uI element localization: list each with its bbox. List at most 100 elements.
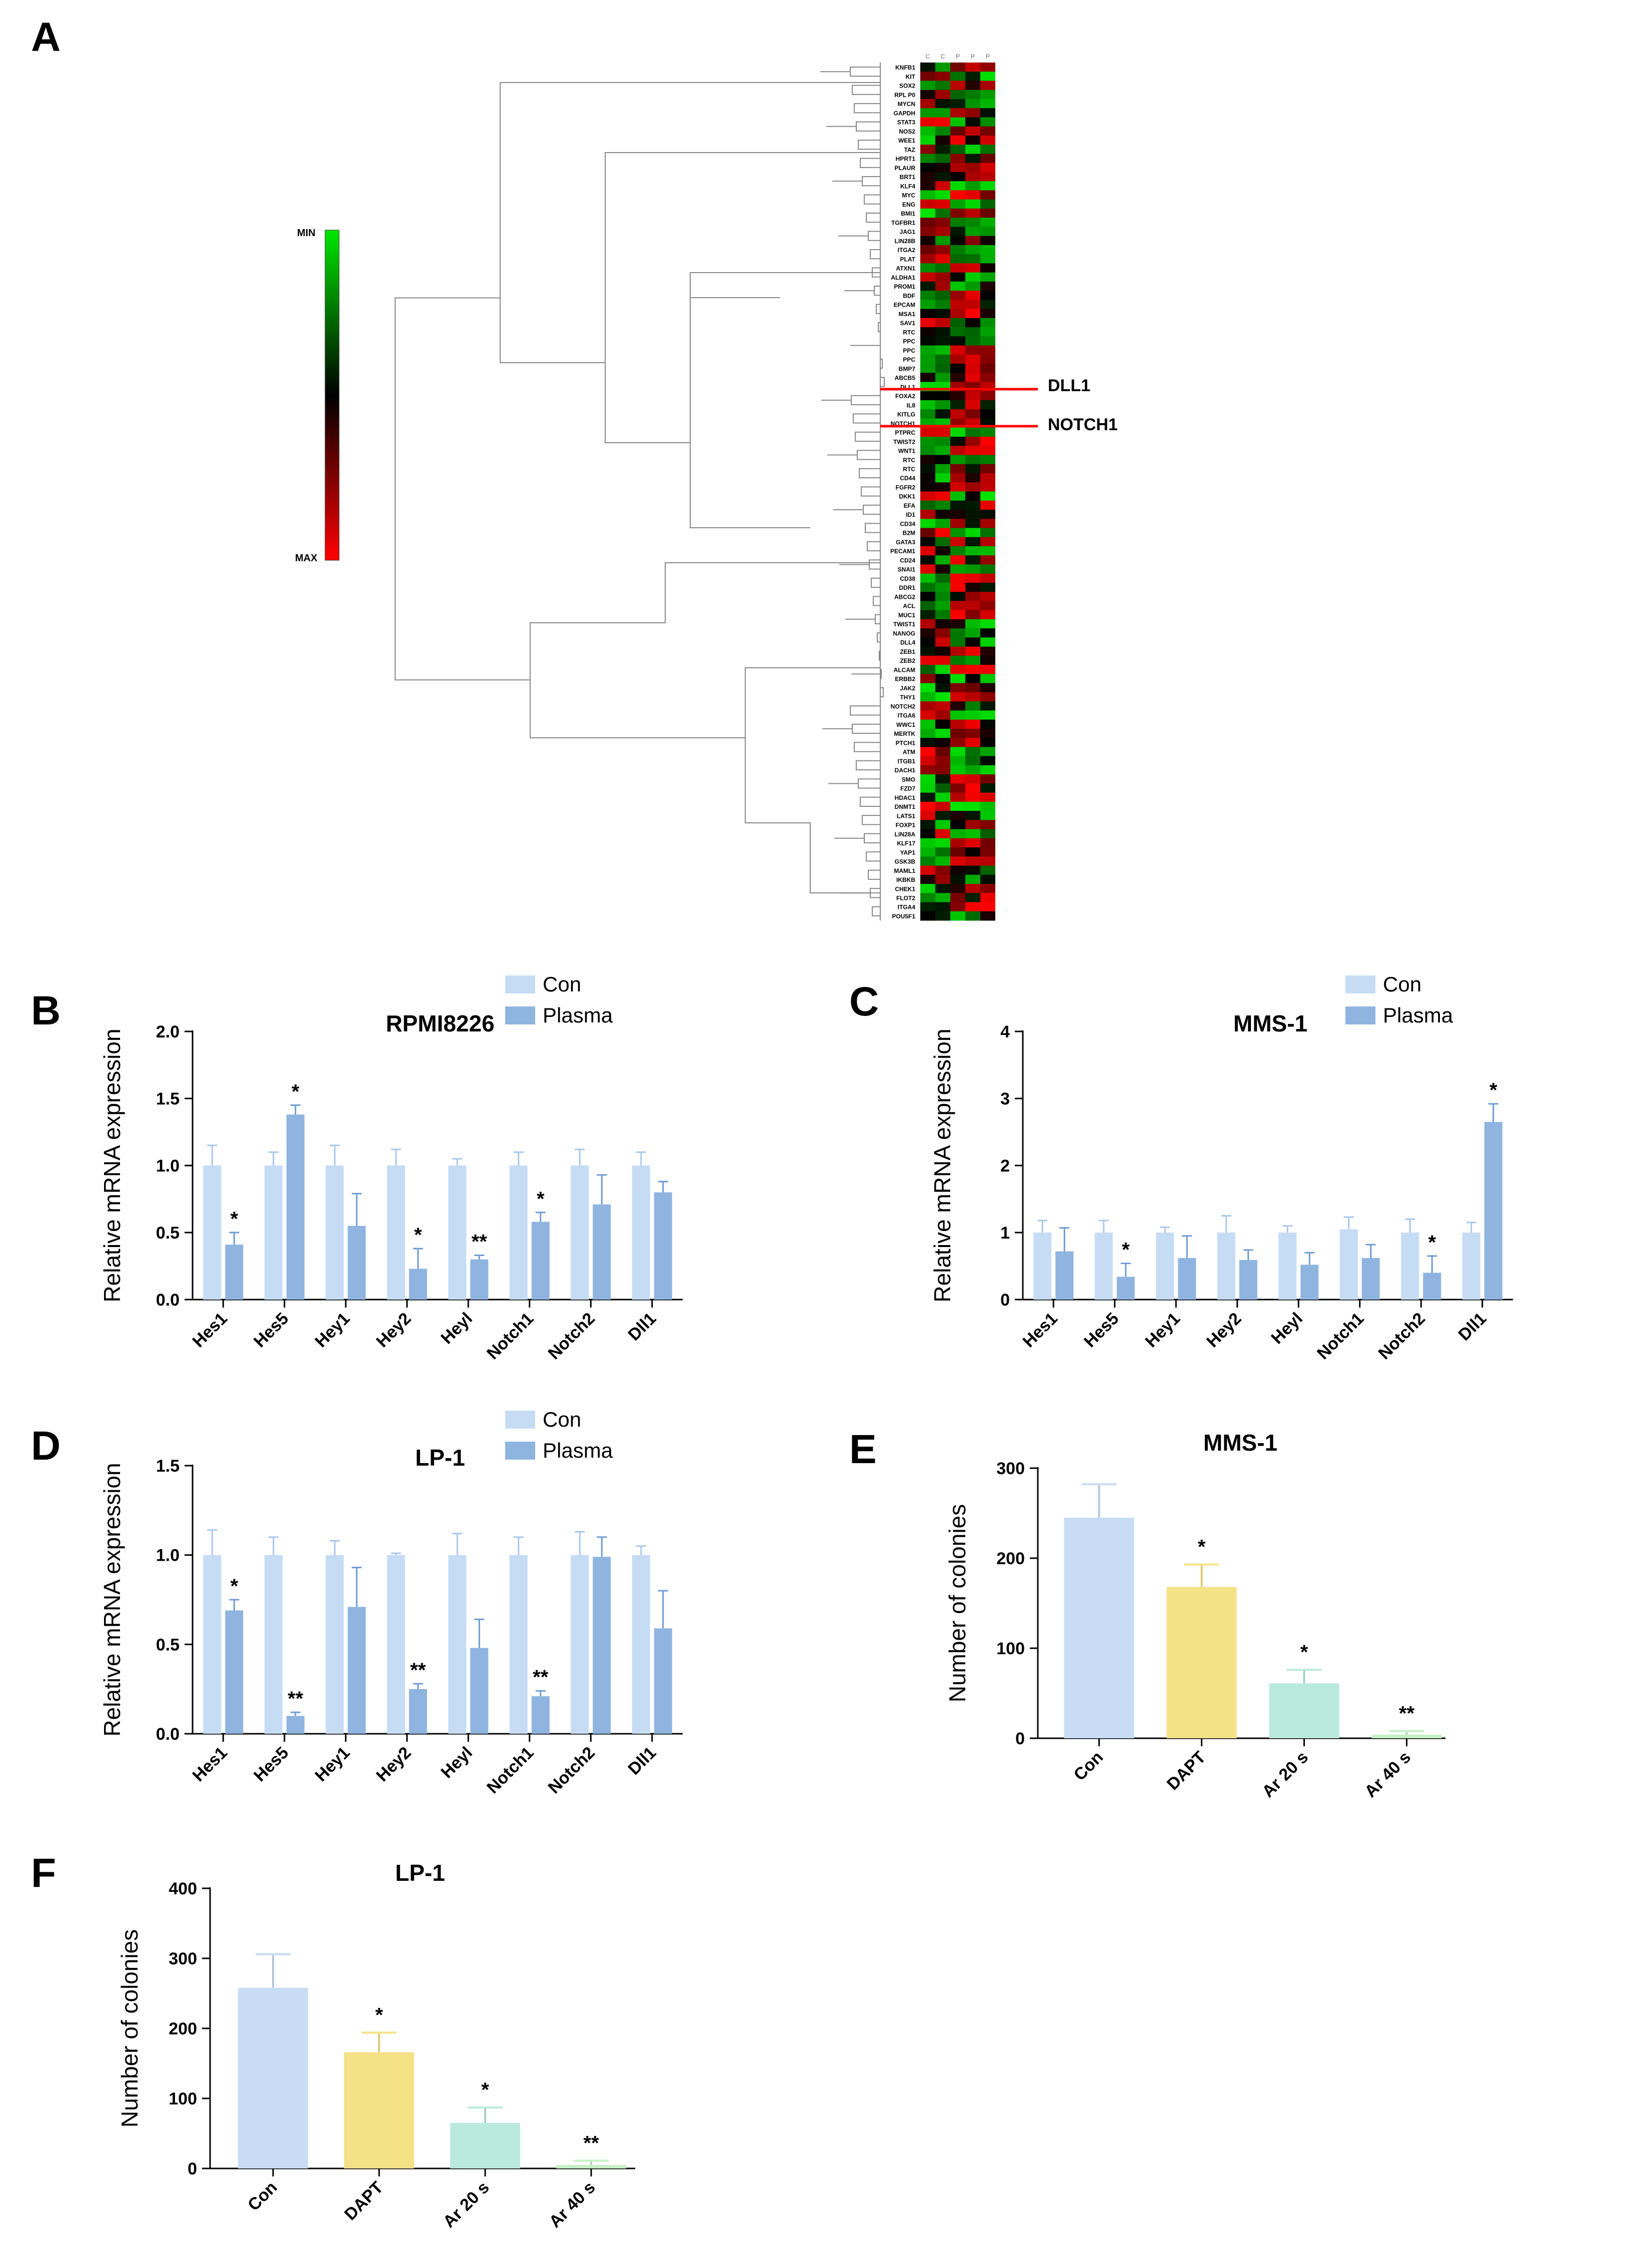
heatmap-cell (980, 364, 995, 373)
heatmap-cell (965, 154, 980, 164)
x-tick-label: Ar 20 s (1258, 1748, 1312, 1801)
heatmap-cell (980, 528, 995, 538)
gene-label: PLAT (900, 256, 916, 263)
bar-con (1217, 1233, 1235, 1300)
heatmap-cell (950, 227, 965, 237)
heatmap-cell (935, 592, 950, 601)
heatmap-cell (980, 683, 995, 693)
heatmap-cell (920, 482, 935, 492)
bar-plasma (409, 1269, 427, 1300)
heatmap-cell (920, 573, 935, 583)
heatmap-cell (950, 500, 965, 510)
heatmap-cell (920, 528, 935, 538)
bar-colonies (556, 2165, 626, 2168)
heatmap-cell (965, 309, 980, 319)
y-tick-label: 1.5 (156, 1457, 180, 1476)
heatmap-cell (980, 509, 995, 519)
heatmap-cell (950, 199, 965, 209)
heatmap-cell (950, 865, 965, 875)
heatmap-cell (980, 354, 995, 364)
heatmap-cell (950, 254, 965, 264)
gene-label: ITGA6 (898, 712, 916, 719)
heatmap-cell (965, 555, 980, 565)
heatmap-cell (965, 63, 980, 72)
gene-label: FZD7 (900, 785, 915, 792)
heatmap-cell (950, 902, 965, 912)
heatmap-cell (980, 145, 995, 154)
dendrogram-branch (878, 322, 880, 333)
gene-label: ALDHA1 (891, 274, 915, 281)
highlight-label-notch1: NOTCH1 (1048, 415, 1118, 434)
y-axis-label: Number of colonies (944, 1504, 970, 1702)
heatmap-cell (965, 291, 980, 300)
heatmap-cell (980, 455, 995, 465)
heatmap-cell (980, 582, 995, 592)
heatmap-cell (935, 701, 950, 711)
y-tick-label: 100 (169, 2089, 197, 2108)
heatmap-cell (965, 509, 980, 519)
heatmap-cell (950, 637, 965, 647)
heatmap-cell (950, 582, 965, 592)
heatmap-cell (950, 145, 965, 154)
heatmap-cell (935, 482, 950, 492)
heatmap-cell (965, 208, 980, 218)
heatmap-cell (965, 683, 980, 693)
bar-con (203, 1555, 222, 1734)
heatmap-cell (950, 427, 965, 437)
heatmap-cell (980, 63, 995, 72)
significance-marker: * (230, 1208, 238, 1230)
gene-label: EFA (904, 502, 916, 509)
bar-plasma (1300, 1265, 1319, 1300)
gene-label: POU5F1 (892, 913, 915, 920)
gene-label: KNFB1 (895, 64, 915, 71)
heatmap-cell (965, 665, 980, 674)
heatmap-cell (965, 391, 980, 401)
heatmap-cell (950, 163, 965, 173)
heatmap-cell (920, 509, 935, 519)
heatmap-cell (920, 710, 935, 720)
heatmap-cell (980, 829, 995, 839)
heatmap-cell (920, 135, 935, 145)
heatmap-cell (935, 811, 950, 820)
gene-label: LIN28B (895, 238, 916, 245)
heatmap-cell (935, 902, 950, 912)
bar-con (326, 1555, 344, 1734)
heatmap-cell (965, 865, 980, 875)
x-tick-label: Heyl (1267, 1309, 1306, 1348)
heatmap-cell (950, 291, 965, 300)
heatmap-cell (950, 391, 965, 401)
x-tick-label: Hey1 (1142, 1309, 1184, 1351)
heatmap-cell (950, 710, 965, 720)
y-tick-label: 0 (1015, 1729, 1025, 1748)
heatmap-cell (980, 281, 995, 291)
heatmap-cell (980, 409, 995, 419)
heatmap-cell (920, 601, 935, 611)
heatmap-cell (980, 628, 995, 638)
heatmap-cell (920, 236, 935, 246)
heatmap-cell (935, 637, 950, 647)
heatmap-cell (950, 190, 965, 200)
heatmap-cell (935, 582, 950, 592)
heatmap-cell (950, 738, 965, 747)
highlight-label-dll1: DLL1 (1048, 376, 1090, 395)
heatmap-cell (920, 437, 935, 446)
heatmap-cell (935, 455, 950, 465)
significance-marker: * (537, 1188, 545, 1210)
heatmap-cell (965, 774, 980, 784)
gene-label: CD24 (900, 557, 915, 564)
x-tick-label: Con (1070, 1748, 1107, 1785)
heatmap-cell (950, 482, 965, 492)
heatmap-cell (950, 81, 965, 91)
heatmap-cell (935, 829, 950, 839)
heatmap-cell (935, 409, 950, 419)
heatmap-cell (920, 801, 935, 811)
heatmap-cell (920, 738, 935, 747)
bar-con (448, 1166, 467, 1300)
heatmap-cell (980, 710, 995, 720)
heatmap-cell (935, 446, 950, 456)
heatmap-cell (980, 218, 995, 227)
heatmap-cell (920, 99, 935, 109)
heatmap-cell (980, 610, 995, 620)
heatmap-cell (920, 117, 935, 127)
heatmap-cell (980, 820, 995, 830)
